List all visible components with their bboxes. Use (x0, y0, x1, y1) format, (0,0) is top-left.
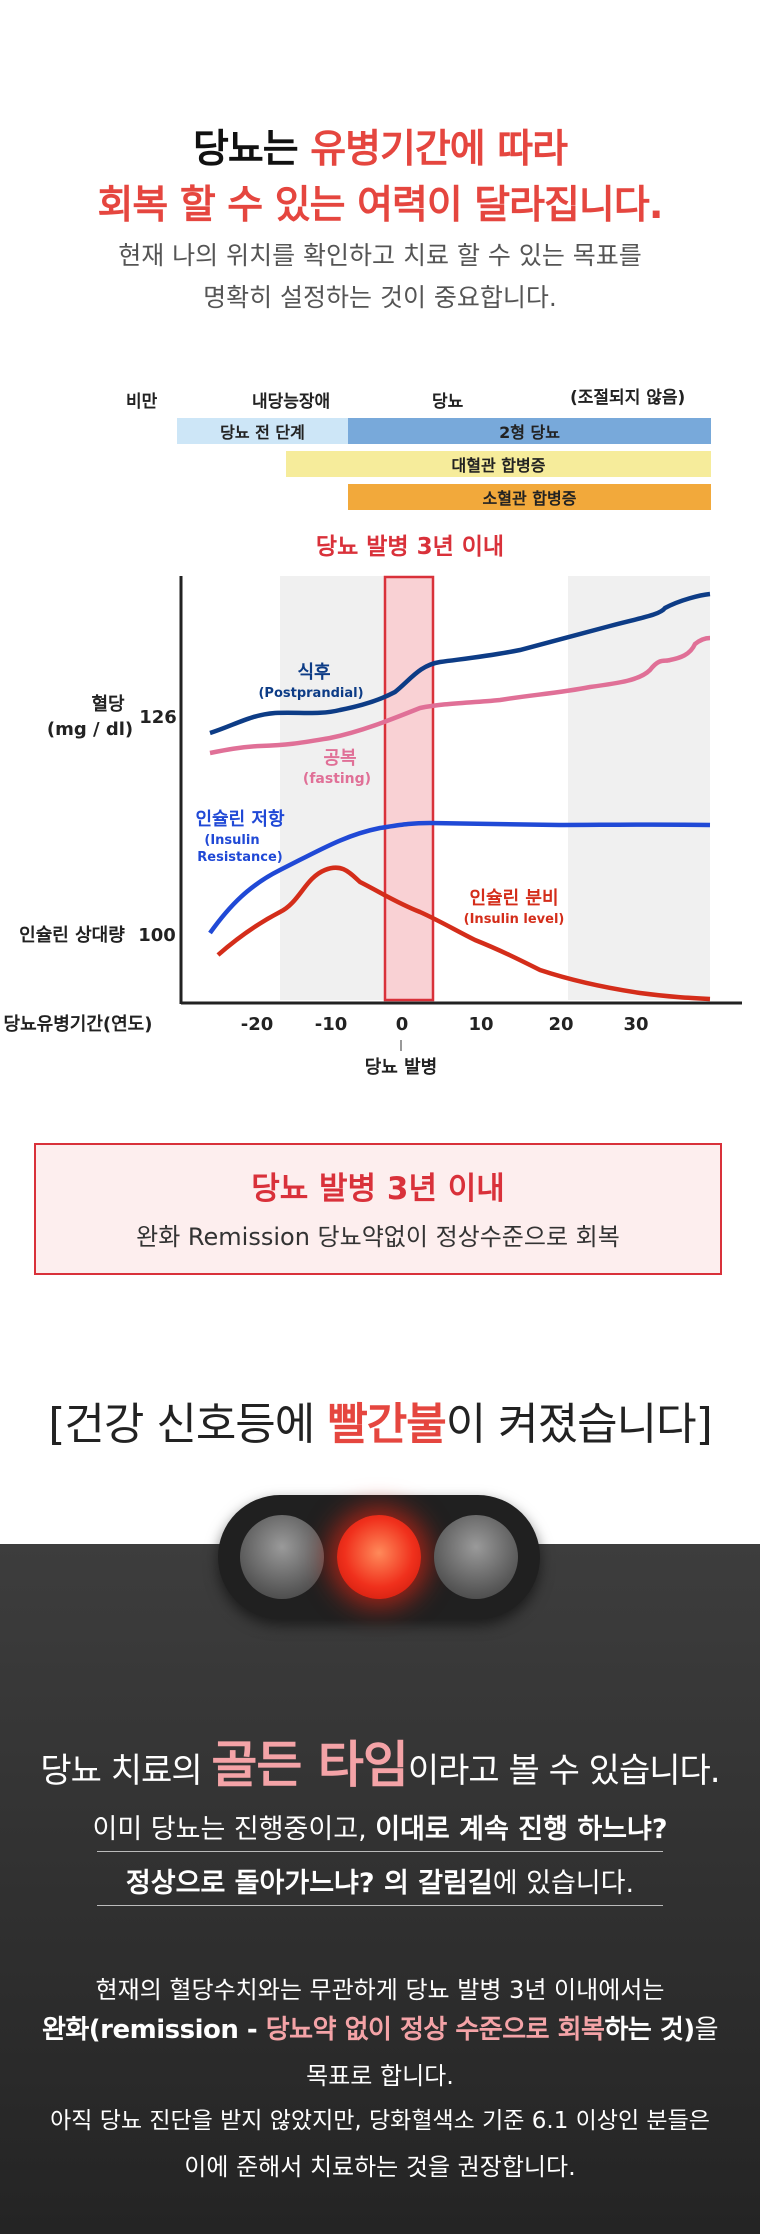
paragraph-line3: 목표로 합니다. (306, 2062, 454, 2090)
stage-bar-microvascular: 소혈관 합병증 (348, 484, 711, 510)
series-insulin-level-line (216, 865, 711, 1002)
series-insulin-resistance-line (208, 820, 711, 935)
question-line2-bold: 정상으로 돌아가느냐? 의 갈림길 (125, 1868, 493, 1899)
onset-label: 당뇨 발병 (365, 1057, 438, 1078)
golden-time-heading: 당뇨 치료의 골든 타임이라고 볼 수 있습니다. (0, 1725, 760, 1797)
remission-bold-1: 완화(remission - (41, 2015, 266, 2045)
y-tick-126: 126 (139, 707, 177, 728)
divider-line (97, 1851, 663, 1852)
x-tick-0: 0 (396, 1014, 409, 1035)
series-sub-fasting: (fasting) (303, 771, 371, 787)
series-sub-insulin-resistance-1: (Insulin (204, 833, 259, 848)
paragraph-line1: 현재의 혈당수치와는 무관하게 당뇨 발병 3년 이내에서는 (95, 1976, 665, 2004)
stage-label-obesity: 비만 (126, 392, 158, 412)
signal-heading-pre: [건강 신호등에 (48, 1399, 328, 1450)
lamp-off-right-icon (434, 1515, 518, 1599)
page-title-line1: 당뇨는 유병기간에 따라 (0, 118, 760, 174)
stage-label-impaired-glucose: 내당능장애 (252, 392, 331, 412)
x-tick-30: 30 (623, 1014, 648, 1035)
question-line1-pre: 이미 당뇨는 진행중이고, (92, 1814, 376, 1845)
series-label-insulin-level: 인슐린 분비 (469, 888, 558, 909)
remission-post: 을 (694, 2015, 719, 2045)
stage-bar-type2: 2형 당뇨 (348, 418, 711, 444)
question-line1: 이미 당뇨는 진행중이고, 이대로 계속 진행 하느냐? (0, 1807, 760, 1846)
x-tick-10: 10 (468, 1014, 493, 1035)
series-label-fasting: 공복 (323, 748, 356, 769)
paragraph-line4: 아직 당뇨 진단을 받지 않았지만, 당화혈색소 기준 6.1 이상인 분들은 (50, 2108, 710, 2134)
callout-title: 당뇨 발병 3년 이내 (251, 1171, 505, 1207)
series-sub-insulin-resistance-2: Resistance) (197, 850, 282, 865)
remission-bold-2: 하는 것) (604, 2015, 695, 2045)
paragraph-line2: 완화(remission - 당뇨약 없이 정상 수준으로 회복하는 것)을 (0, 2009, 760, 2046)
title-red-part: 유병기간에 따라 (310, 127, 568, 172)
ylabel-blood-sugar-unit: (mg / dl) (47, 719, 133, 740)
series-label-insulin-resistance: 인슐린 저항 (195, 809, 285, 830)
page-title-line2: 회복 할 수 있는 여력이 달라집니다. (0, 174, 760, 230)
traffic-light-icon (218, 1495, 540, 1619)
signal-heading-post: 이 켜졌습니다] (445, 1399, 713, 1450)
series-label-postprandial: 식후 (297, 662, 330, 683)
remission-pink: 당뇨약 없이 정상 수준으로 회복 (265, 2015, 605, 2045)
series-sub-postprandial: (Postprandial) (258, 686, 363, 701)
x-tick-minus20: -20 (241, 1014, 274, 1035)
stage-bar-prediabetes: 당뇨 전 단계 (177, 418, 348, 444)
lamp-red-on-icon (337, 1515, 421, 1599)
x-tick-20: 20 (548, 1014, 573, 1035)
y-tick-100: 100 (138, 925, 176, 946)
title-line2-text: 회복 할 수 있는 여력이 달라집니다. (97, 183, 663, 228)
diabetes-progression-chart: 당뇨 발병 3년 이내 식후 (Postprandial) 공복 (fastin… (4, 534, 742, 1078)
subtitle-line1: 현재 나의 위치를 확인하고 치료 할 수 있는 목표를 (118, 241, 642, 270)
xlabel-duration: 당뇨유병기간(연도) (4, 1014, 153, 1035)
question-line2-post: 에 있습니다. (492, 1868, 635, 1899)
onset-3yr-highlight (383, 575, 435, 1002)
series-postprandial-line (209, 591, 711, 736)
question-line1-bold: 이대로 계속 진행 하느냐? (375, 1814, 668, 1845)
shade-band-late (568, 576, 710, 1000)
signal-heading-highlight: 빨간불 (327, 1399, 446, 1450)
dark-section (0, 1544, 760, 2234)
lamp-off-left-icon (240, 1515, 324, 1599)
subtitle-line2: 명확히 설정하는 것이 중요합니다. (203, 283, 557, 312)
highlight-title: 당뇨 발병 3년 이내 (316, 534, 504, 560)
divider-line (97, 1905, 663, 1906)
ylabel-insulin: 인슐린 상대량 (19, 925, 125, 946)
paragraph-line5: 이에 준해서 치료하는 것을 권장합니다. (184, 2153, 576, 2181)
golden-post: 이라고 볼 수 있습니다. (407, 1751, 721, 1791)
signal-heading: [건강 신호등에 빨간불이 켜졌습니다] (0, 1388, 760, 1452)
title-black-part: 당뇨는 (193, 127, 311, 172)
callout-box: 당뇨 발병 3년 이내 완화 Remission 당뇨약없이 정상수준으로 회복 (34, 1143, 722, 1275)
ylabel-blood-sugar: 혈당 (91, 693, 125, 715)
stage-label-diabetes: 당뇨 (432, 392, 464, 412)
golden-highlight: 골든 타임 (211, 1736, 408, 1794)
stage-label-uncontrolled: (조절되지 않음) (570, 388, 686, 408)
stage-bar-macrovascular: 대혈관 합병증 (286, 451, 711, 477)
series-fasting-line (209, 635, 711, 756)
shade-band-prediabetes (280, 576, 386, 1000)
x-tick-minus10: -10 (315, 1014, 348, 1035)
question-line2: 정상으로 돌아가느냐? 의 갈림길에 있습니다. (0, 1861, 760, 1900)
golden-pre: 당뇨 치료의 (40, 1751, 212, 1791)
callout-text: 완화 Remission 당뇨약없이 정상수준으로 회복 (136, 1223, 620, 1251)
series-sub-insulin-level: (Insulin level) (464, 912, 565, 927)
